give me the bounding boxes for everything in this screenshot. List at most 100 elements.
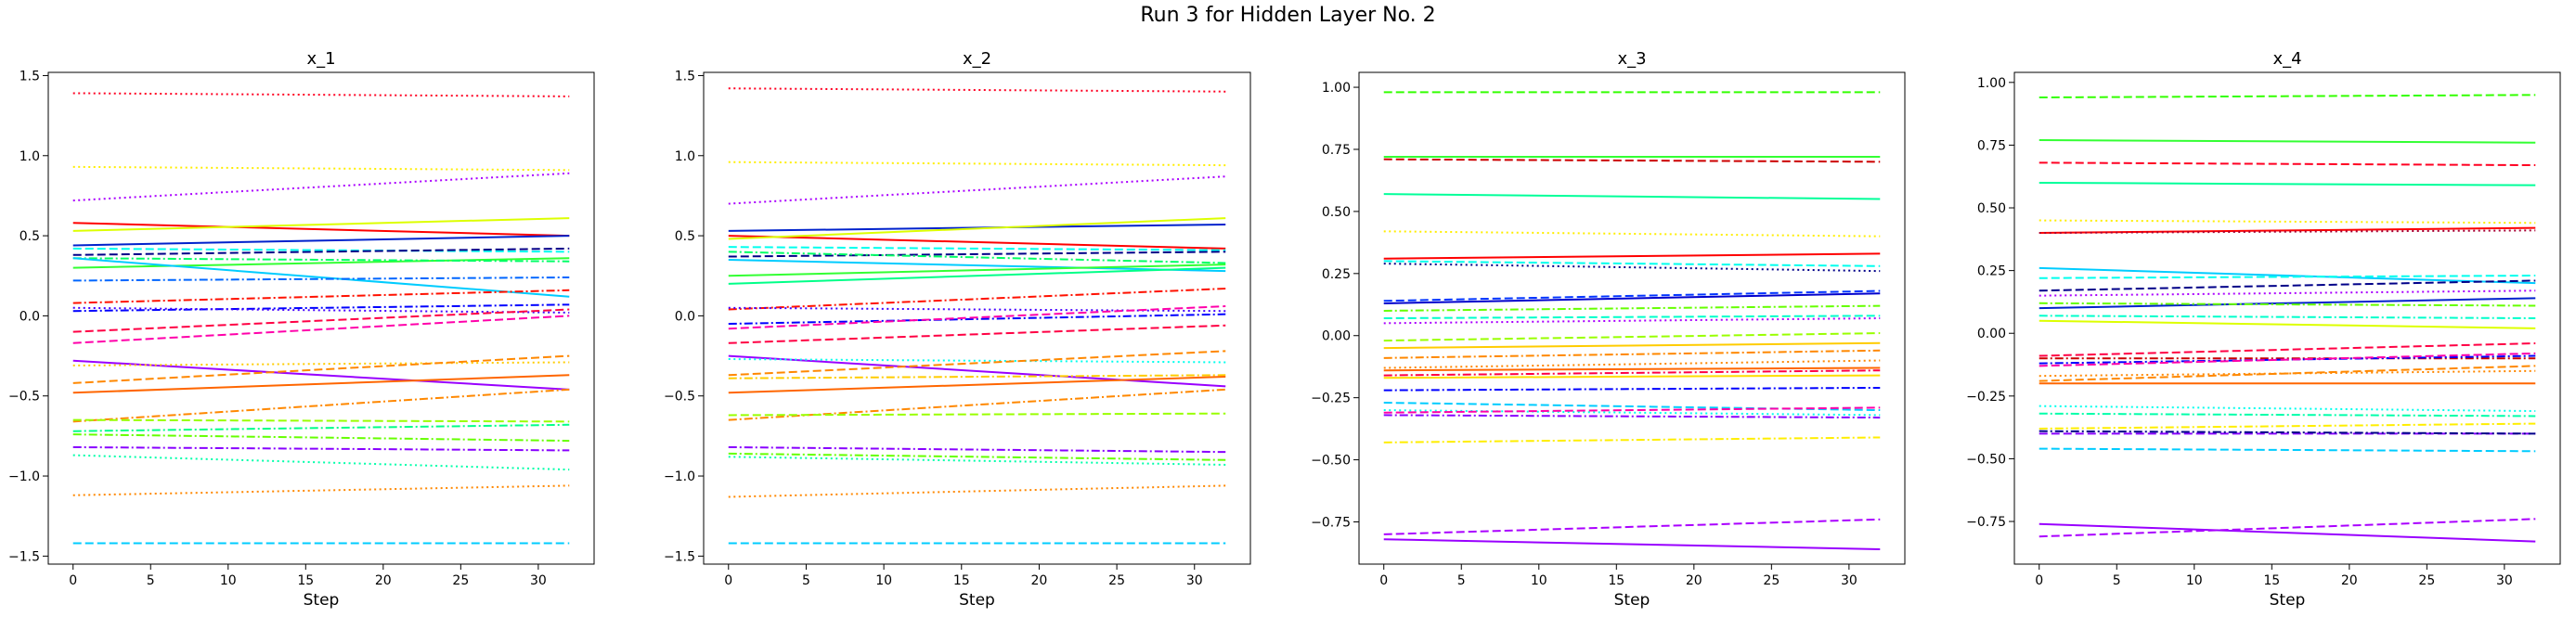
x-tick-label: 20: [1031, 573, 1048, 588]
x-tick-label: 5: [2113, 573, 2121, 588]
series-line: [72, 257, 570, 298]
series-line: [728, 484, 1226, 498]
axes-frame: [1358, 71, 1906, 565]
series-line: [1383, 315, 1881, 319]
series-line: [2039, 266, 2536, 285]
series-line: [2039, 302, 2536, 307]
series-line: [72, 165, 570, 172]
series-line: [728, 324, 1226, 344]
series-line: [72, 418, 570, 423]
x-tick-label: 0: [69, 573, 77, 588]
series-line: [72, 257, 570, 263]
x-tick-label: 5: [147, 573, 155, 588]
series-line: [728, 412, 1226, 417]
x-tick-label: 10: [875, 573, 892, 588]
series-line: [72, 235, 570, 247]
series-line: [1383, 374, 1881, 379]
y-tick-label: −1.5: [8, 549, 40, 564]
series-line: [728, 251, 1226, 264]
series-line: [2039, 522, 2536, 543]
y-tick-label: −0.50: [1311, 454, 1351, 469]
y-tick-label: 0.25: [1977, 264, 2006, 279]
subplot-title: x_2: [963, 49, 991, 69]
y-tick-label: −1.5: [664, 549, 695, 564]
y-tick-label: 0.00: [1977, 327, 2006, 341]
series-line: [728, 305, 1226, 330]
series-line: [72, 247, 570, 256]
series-line: [72, 388, 570, 423]
series-line: [1383, 349, 1881, 359]
series-line: [1383, 317, 1881, 325]
x-tick-label: 15: [953, 573, 970, 588]
series-line: [728, 288, 1226, 311]
series-line: [2039, 422, 2536, 430]
y-tick-label: 0.0: [675, 309, 695, 324]
x-tick-label: 15: [297, 573, 314, 588]
subplot-x4: 0 5 10 15 20 25 30 −0.75 −0.50 −0.25 0.00 0.25 0.50 0…: [1966, 49, 2561, 610]
x-tick-label: 15: [2263, 573, 2280, 588]
subplot-x3: 0 5 10 15 20 25 30 −0.75 −0.50 −0.25 0.00 0.25 0.50 0…: [1311, 49, 1906, 610]
series-line: [1383, 304, 1881, 312]
series-line: [72, 289, 570, 304]
series-line: [2039, 279, 2536, 292]
series-line: [2039, 412, 2536, 418]
series-line: [1383, 292, 1881, 304]
series-line: [2039, 518, 2536, 538]
series-line: [728, 388, 1226, 421]
series-line: [2039, 447, 2536, 453]
series-line: [2039, 369, 2536, 378]
x-tick-label: 10: [1531, 573, 1547, 588]
series-line: [728, 251, 1226, 258]
x-axis-label: Step: [2270, 591, 2306, 610]
series-line: [72, 92, 570, 97]
x-tick-label: 10: [2186, 573, 2203, 588]
series-line: [2039, 275, 2536, 279]
x-tick-label: 30: [1186, 573, 1203, 588]
series-line: [72, 315, 570, 344]
series-line: [728, 264, 1226, 277]
y-tick-label: 0.75: [1322, 143, 1351, 158]
series-line: [72, 303, 570, 313]
series-line: [1383, 263, 1881, 273]
x-tick-label: 0: [2035, 573, 2043, 588]
y-tick-label: −1.0: [664, 469, 695, 484]
series-line: [1383, 402, 1881, 412]
series-line: [2039, 405, 2536, 413]
series-line: [1383, 289, 1881, 302]
figure-title: Run 3 for Hidden Layer No. 2: [1140, 4, 1436, 27]
y-tick-label: 1.0: [19, 149, 40, 164]
y-tick-label: 0.5: [19, 229, 40, 244]
series-line: [728, 376, 1226, 394]
series-line: [1383, 230, 1881, 238]
x-tick-label: 30: [1841, 573, 1858, 588]
series-line: [72, 445, 570, 452]
series-line: [1383, 369, 1881, 377]
y-tick-label: −0.25: [1966, 390, 2006, 405]
series-line: [72, 433, 570, 443]
series-line: [728, 235, 1226, 250]
series-line: [72, 354, 570, 384]
series-line: [1383, 341, 1881, 350]
series-line: [1383, 260, 1881, 267]
y-tick-label: 0.25: [1322, 267, 1351, 282]
series-line: [72, 306, 570, 314]
series-line: [1383, 414, 1881, 419]
series-line: [728, 217, 1226, 240]
series-line: [2039, 229, 2536, 235]
x-axis-label: Step: [959, 591, 995, 610]
axes-frame: [703, 71, 1251, 565]
series-line: [72, 423, 570, 432]
y-tick-label: 0.00: [1322, 329, 1351, 344]
series-line: [72, 484, 570, 496]
subplot-title: x_3: [1617, 49, 1646, 69]
series-line: [2039, 342, 2536, 357]
y-tick-label: −1.0: [8, 469, 40, 484]
series-line: [728, 452, 1226, 461]
y-tick-label: 1.00: [1322, 81, 1351, 96]
subplot-title: x_1: [306, 49, 335, 69]
series-line: [1383, 409, 1881, 417]
x-tick-label: 25: [2418, 573, 2435, 588]
series-line: [1383, 436, 1881, 443]
series-line: [1383, 193, 1881, 200]
